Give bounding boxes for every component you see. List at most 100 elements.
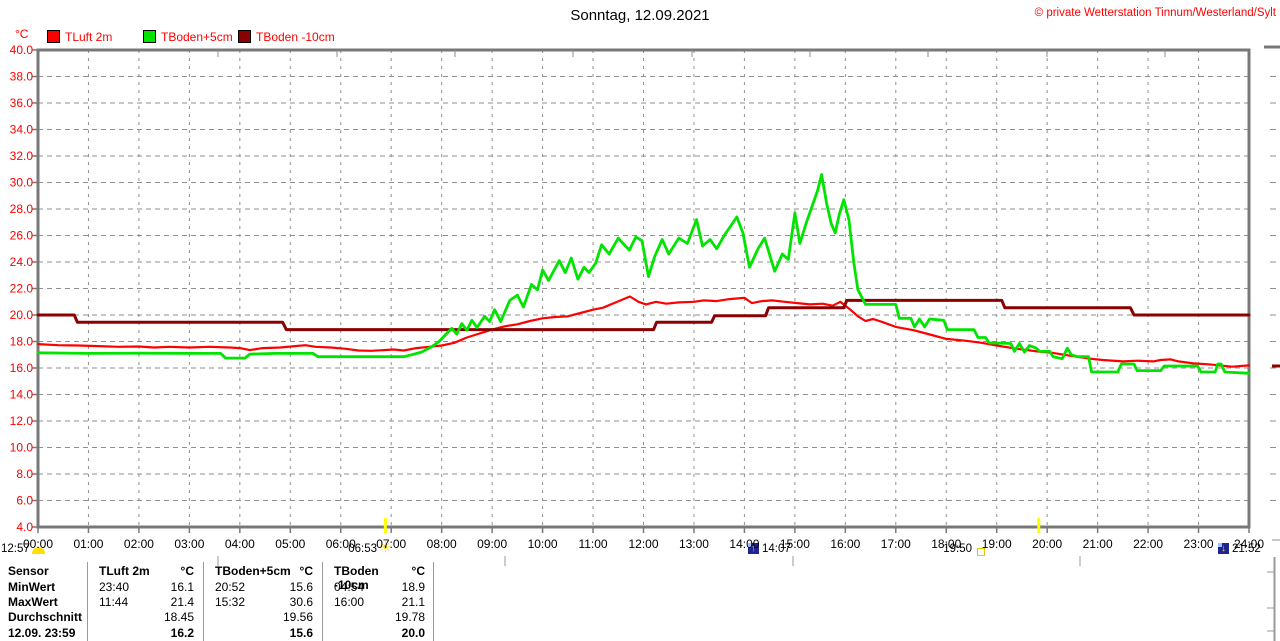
sensor-name: TLuft 2m: [99, 564, 150, 578]
y-axis-tick-label: 16.0: [10, 361, 34, 375]
x-axis-tick-label: 17:00: [881, 537, 911, 551]
table-separator: [322, 562, 323, 641]
moon-dome-icon: [32, 547, 45, 554]
y-axis-tick-label: 4.0: [16, 520, 33, 534]
x-axis-tick-label: 11:00: [578, 537, 607, 551]
max-value: 30.6: [289, 595, 313, 609]
legend-item-tboden5: TBoden+5cm: [143, 29, 233, 44]
x-axis-tick-label: 24:00: [1234, 537, 1264, 551]
row-header: 12.09. 23:59: [8, 626, 76, 640]
copyright-notice: © private Wetterstation Tinnum/Westerlan…: [1034, 7, 1276, 19]
table-separator: [87, 562, 88, 641]
x-axis-tick-label: 09:00: [477, 537, 507, 551]
x-axis-tick-label: 04:00: [225, 537, 255, 551]
table-row-minwert: MinWert 23:40 16.1 20:52 15.6 04:54 18.9: [6, 580, 435, 594]
table-row-last: 12.09. 23:59 16.2 15.6 20.0: [6, 626, 435, 640]
y-axis-tick-label: 34.0: [10, 123, 34, 137]
x-axis-tick-label: 18:00: [931, 537, 961, 551]
sunrise-time-label: 06:53: [348, 543, 377, 555]
series-tluft-2m: [36, 295, 1251, 368]
table-header-row: Sensor TLuft 2m °C TBoden+5cm °C TBoden -1…: [6, 564, 435, 592]
x-axis-tick-label: 02:00: [124, 537, 154, 551]
y-axis-tick-label: 12.0: [10, 414, 34, 428]
avg-value: 18.45: [163, 610, 194, 624]
tboden5-color-swatch: [143, 30, 156, 43]
y-axis-tick-label: 22.0: [10, 282, 34, 296]
x-axis-tick-label: 10:00: [528, 537, 558, 551]
row-header: Sensor: [8, 564, 49, 578]
y-axis-tick-label: 24.0: [10, 255, 34, 269]
x-axis-tick-label: 00:00: [23, 537, 53, 551]
series-tboden-5cm: [36, 173, 1251, 375]
min-value: 15.6: [289, 580, 313, 594]
y-axis-tick-label: 36.0: [10, 96, 34, 110]
min-time: 20:52: [215, 580, 246, 594]
max-value: 21.1: [401, 595, 425, 609]
last-value: 20.0: [401, 626, 425, 640]
legend-item-tluft: TLuft 2m: [47, 29, 113, 44]
y-axis-tick-label: 26.0: [10, 229, 34, 243]
x-axis-tick-label: 19:00: [982, 537, 1012, 551]
x-axis-tick-label: 06:00: [326, 537, 356, 551]
table-separator: [203, 562, 204, 641]
moon-transit-time-label: 12:57: [1, 543, 30, 555]
moonset-icon: ↓: [1218, 543, 1229, 554]
row-header: Durchschnitt: [8, 610, 83, 624]
moonset-time-label: 21:52: [1232, 543, 1261, 555]
legend-item-tboden10: TBoden -10cm: [238, 29, 335, 44]
avg-value: 19.78: [394, 610, 425, 624]
y-axis-tick-label: 32.0: [10, 149, 34, 163]
x-axis-tick-label: 16:00: [830, 537, 860, 551]
sensor-unit: °C: [180, 564, 194, 578]
x-axis-tick-label: 15:00: [780, 537, 810, 551]
row-header: MaxWert: [8, 595, 58, 609]
y-axis-tick-label: 10.0: [10, 441, 34, 455]
y-axis-tick-label: 18.0: [10, 335, 34, 349]
sunrise-sun-icon: ☀: [379, 539, 392, 555]
page-title: Sonntag, 12.09.2021: [570, 7, 710, 24]
y-axis-tick-label: 14.0: [10, 388, 34, 402]
max-value: 21.4: [170, 595, 194, 609]
y-axis-tick-label: 40.0: [10, 43, 34, 57]
y-axis-tick-label: 30.0: [10, 176, 34, 190]
row-header: MinWert: [8, 580, 56, 594]
min-time: 04:54: [334, 580, 365, 594]
moonrise-time-label: 14:07: [762, 543, 791, 555]
sensor-name: TBoden+5cm: [215, 564, 291, 578]
min-time: 23:40: [99, 580, 130, 594]
sensor-unit: °C: [411, 564, 425, 578]
last-value: 15.6: [289, 626, 313, 640]
max-time: 11:44: [99, 595, 129, 609]
y-axis-tick-label: 28.0: [10, 202, 34, 216]
x-axis-tick-label: 05:00: [275, 537, 305, 551]
x-axis-tick-label: 14:00: [729, 537, 759, 551]
x-axis-tick-label: 08:00: [427, 537, 457, 551]
last-value: 16.2: [170, 626, 194, 640]
legend-label: TLuft 2m: [65, 29, 113, 44]
sensor-unit: °C: [299, 564, 313, 578]
x-axis-tick-label: 21:00: [1083, 537, 1113, 551]
series-tboden-10cm: [36, 298, 1251, 332]
max-time: 16:00: [334, 595, 365, 609]
sunset-time-label: 19:50: [943, 543, 972, 555]
x-axis-tick-label: 20:00: [1032, 537, 1062, 551]
y-axis-unit-label: °C: [15, 27, 29, 41]
x-axis-tick-label: 13:00: [679, 537, 709, 551]
stats-table: Sensor TLuft 2m °C TBoden+5cm °C TBoden -1…: [6, 562, 435, 641]
min-value: 16.1: [170, 580, 194, 594]
table-row-durchschnitt: Durchschnitt 18.45 19.56 19.78: [6, 610, 435, 624]
table-separator: [433, 562, 434, 641]
x-axis-tick-label: 07:00: [376, 537, 406, 551]
x-axis-tick-label: 01:00: [73, 537, 103, 551]
avg-value: 19.56: [282, 610, 313, 624]
max-time: 15:32: [215, 595, 246, 609]
y-axis-tick-label: 6.0: [16, 494, 33, 508]
legend-label: TBoden -10cm: [256, 29, 335, 44]
sunset-square-icon: [977, 548, 985, 556]
x-axis-tick-label: 12:00: [628, 537, 658, 551]
legend-label: TBoden+5cm: [161, 29, 233, 44]
y-axis-tick-label: 38.0: [10, 70, 34, 84]
tluft-color-swatch: [47, 30, 60, 43]
